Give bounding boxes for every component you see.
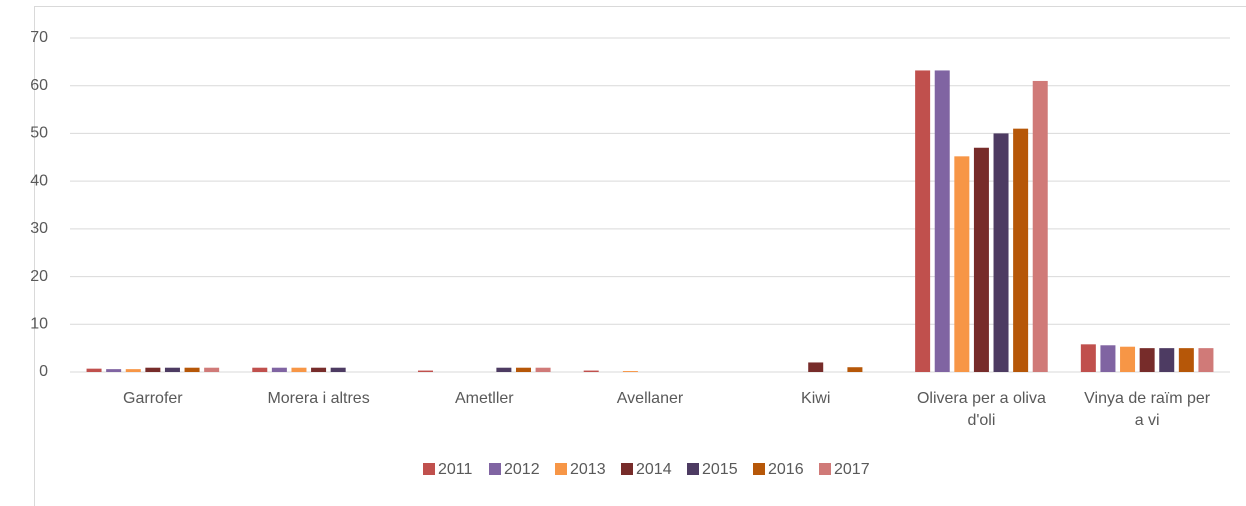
y-tick-label: 30 [30, 220, 48, 237]
legend-label: 2011 [438, 461, 473, 478]
legend-label: 2013 [570, 461, 606, 478]
bar [1120, 346, 1136, 372]
bar [1178, 348, 1194, 372]
legend-label: 2016 [768, 461, 804, 478]
chart-border [34, 6, 1246, 506]
x-tick-label: Olivera per a oliva d'oli [916, 390, 1046, 429]
bar [515, 367, 531, 372]
legend-swatch [423, 463, 435, 475]
bar [1100, 345, 1116, 372]
bar [1032, 80, 1048, 372]
legend-label: 2014 [636, 461, 672, 478]
bar [1139, 348, 1155, 372]
bar [496, 367, 512, 372]
y-tick-label: 40 [30, 172, 48, 189]
legend-label: 2017 [834, 461, 870, 478]
bar [184, 367, 200, 372]
bar [583, 370, 599, 372]
legend-swatch [489, 463, 501, 475]
bar [204, 367, 220, 372]
x-tick-label: Avellaner [616, 390, 684, 407]
bar [954, 156, 970, 372]
y-tick-label: 10 [30, 316, 48, 333]
bar [330, 367, 346, 372]
bar [934, 70, 950, 373]
bar [1013, 128, 1029, 372]
x-tick-label: Garrofer [123, 390, 183, 407]
bar [311, 367, 327, 372]
bar [1080, 344, 1096, 372]
bar [125, 369, 141, 372]
y-tick-label: 60 [30, 77, 48, 94]
y-tick-label: 20 [30, 268, 48, 285]
bar [973, 147, 989, 372]
bar [417, 370, 433, 372]
bar [164, 367, 180, 372]
bar [291, 367, 307, 372]
bar [847, 367, 863, 372]
y-tick-label: 50 [30, 125, 48, 142]
bar [86, 368, 102, 372]
y-tick-label: 0 [39, 363, 48, 380]
legend-swatch [621, 463, 633, 475]
legend-swatch [687, 463, 699, 475]
x-tick-label: Kiwi [801, 390, 831, 407]
bar [106, 369, 122, 372]
x-tick-label: Ametller [454, 390, 514, 407]
legend-swatch [555, 463, 567, 475]
x-tick-label: Vinya de raïm per a vi [1084, 390, 1211, 429]
y-tick-label: 70 [30, 29, 48, 46]
bar [808, 362, 824, 372]
bar [993, 133, 1009, 372]
bar [1159, 348, 1175, 372]
legend-label: 2015 [702, 461, 738, 478]
bar [915, 70, 931, 373]
legend-swatch [819, 463, 831, 475]
bar [145, 367, 161, 372]
bar [622, 371, 638, 372]
legend-swatch [753, 463, 765, 475]
bar [252, 367, 268, 372]
bar [271, 367, 287, 372]
legend-label: 2012 [504, 461, 540, 478]
x-tick-label: Morera i altres [267, 390, 370, 407]
bar [1198, 348, 1214, 372]
bar [535, 367, 551, 372]
